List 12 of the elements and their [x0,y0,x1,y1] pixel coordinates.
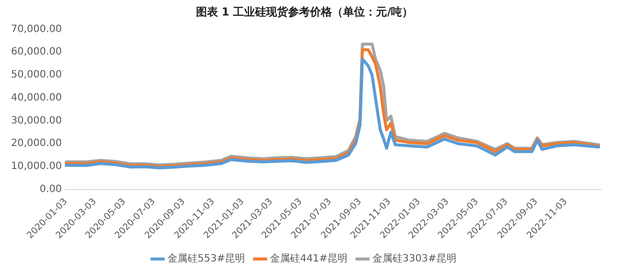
y-tick-label: 30,000.00 [10,115,62,126]
y-tick-label: 50,000.00 [10,70,62,81]
chart-title: 图表 1 工业硅现货参考价格（单位：元/吨） [196,5,414,18]
y-tick-label: 10,000.00 [10,161,62,172]
legend-label: 金属硅553#昆明 [168,252,246,265]
y-tick-label: 40,000.00 [10,92,62,104]
y-tick-label: 60,000.00 [10,46,62,58]
y-tick-label: 20,000.00 [10,138,62,150]
y-tick-label: 70,000.00 [10,24,62,35]
y-tick-label: 0.00 [40,184,62,195]
legend-label: 金属硅3303#昆明 [372,252,456,265]
legend-label: 金属硅441#昆明 [270,252,348,265]
